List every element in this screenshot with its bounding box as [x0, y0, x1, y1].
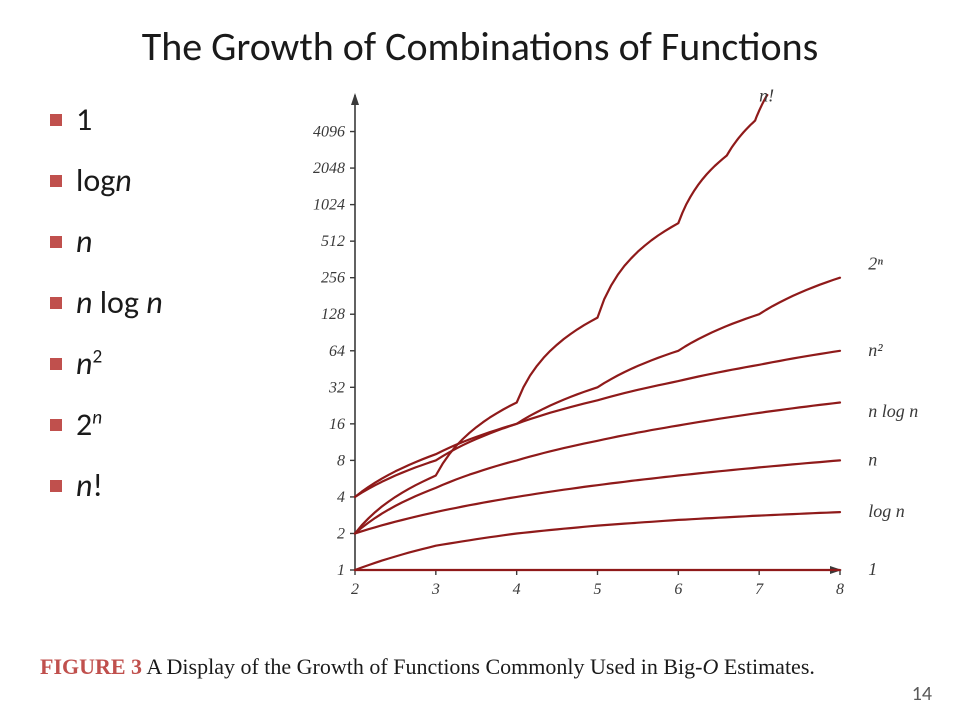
bullet-marker-icon	[50, 480, 62, 492]
svg-text:1024: 1024	[313, 197, 345, 214]
bullet-item: n!	[50, 466, 260, 505]
caption-italic: O	[702, 654, 718, 679]
svg-text:6: 6	[674, 581, 682, 598]
svg-text:16: 16	[329, 416, 345, 433]
svg-text:2048: 2048	[313, 160, 345, 177]
bullet-item: n	[50, 222, 260, 261]
bullet-marker-icon	[50, 175, 62, 187]
svg-text:2ⁿ: 2ⁿ	[868, 253, 883, 273]
slide-title: The Growth of Combinations of Functions	[0, 22, 960, 71]
bullet-text: n	[76, 222, 92, 261]
svg-text:2: 2	[337, 525, 345, 542]
svg-text:1: 1	[868, 559, 877, 579]
svg-text:4: 4	[337, 489, 345, 506]
bullet-text: n!	[76, 466, 103, 505]
bullet-marker-icon	[50, 419, 62, 431]
bullet-marker-icon	[50, 114, 62, 126]
bullet-marker-icon	[50, 236, 62, 248]
svg-text:512: 512	[321, 233, 345, 250]
bullet-item: n2	[50, 344, 260, 383]
bullet-item: logn	[50, 161, 260, 200]
svg-text:log n: log n	[868, 501, 905, 521]
svg-text:2: 2	[351, 581, 359, 598]
svg-text:n: n	[868, 449, 877, 469]
bullet-item: n log n	[50, 283, 260, 322]
svg-text:1: 1	[337, 562, 345, 579]
svg-text:n log n: n log n	[868, 401, 918, 421]
svg-text:7: 7	[755, 581, 764, 598]
bullet-text: 2n	[76, 405, 102, 444]
svg-text:5: 5	[594, 581, 602, 598]
bullet-list: 1 logn n n log n n2 2n n!	[50, 100, 260, 527]
svg-text:n!: n!	[759, 85, 774, 105]
caption-tail: Estimates.	[718, 654, 815, 679]
svg-text:128: 128	[321, 306, 345, 323]
figure-caption: FIGURE 3 A Display of the Growth of Func…	[40, 654, 815, 680]
svg-text:4096: 4096	[313, 124, 345, 141]
svg-text:n²: n²	[868, 340, 883, 360]
bullet-item: 2n	[50, 405, 260, 444]
svg-text:4: 4	[513, 581, 521, 598]
bullet-item: 1	[50, 100, 260, 139]
svg-text:3: 3	[431, 581, 440, 598]
svg-text:256: 256	[321, 270, 345, 287]
caption-lead: FIGURE 3	[40, 654, 142, 679]
bullet-text: n2	[76, 344, 102, 383]
bullet-text: n log n	[76, 283, 163, 322]
bullet-marker-icon	[50, 297, 62, 309]
bullet-text: 1	[76, 100, 92, 139]
caption-body: A Display of the Growth of Functions Com…	[142, 654, 702, 679]
svg-text:32: 32	[328, 379, 345, 396]
bullet-text: logn	[76, 161, 132, 200]
page-number: 14	[912, 682, 932, 706]
svg-text:8: 8	[836, 581, 844, 598]
svg-text:64: 64	[329, 343, 345, 360]
growth-chart: 12481632641282565121024204840962345678n!…	[260, 85, 940, 625]
svg-text:8: 8	[337, 452, 345, 469]
bullet-marker-icon	[50, 358, 62, 370]
